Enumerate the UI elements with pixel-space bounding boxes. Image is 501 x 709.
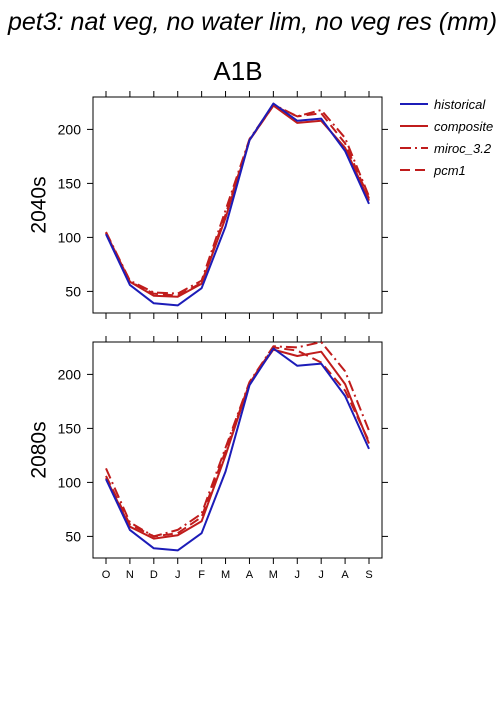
x-tick-label: M — [269, 569, 278, 581]
x-tick-label: J — [175, 569, 181, 581]
x-tick-label: O — [102, 569, 111, 581]
x-tick-label: A — [341, 569, 349, 581]
y-tick-label: 150 — [58, 420, 82, 436]
series-line-historical — [105, 102, 370, 307]
x-tick-label: S — [365, 569, 372, 581]
legend-label: miroc_3.2 — [434, 141, 492, 156]
legend-label: pcm1 — [433, 163, 466, 178]
plot-frame — [92, 96, 383, 314]
series-line-pcm1 — [105, 346, 370, 538]
series-line-miroc-3-2 — [105, 103, 370, 295]
series-line-composite — [105, 348, 370, 540]
row-label-2040s: 2040s — [28, 176, 51, 233]
y-tick-label: 50 — [65, 528, 81, 544]
panels: 2040s 50 100 150 200 2080s 50 100 150 200 — [28, 91, 388, 564]
x-tick-label: M — [221, 569, 230, 581]
plot-frame — [92, 341, 383, 559]
x-tick-label: D — [150, 569, 158, 581]
series-line-historical — [105, 347, 370, 552]
legend-label: composite — [434, 119, 493, 134]
y-tick-label: 200 — [58, 366, 82, 382]
x-tick-label: N — [126, 569, 134, 581]
scenario-title: A1B — [213, 56, 262, 86]
legend: historical composite miroc_3.2 pcm1 — [400, 97, 493, 178]
panel-2080s: 2080s 50 100 150 200 — [28, 336, 388, 564]
y-tick-label: 50 — [65, 283, 81, 299]
x-tick-label: A — [246, 569, 254, 581]
x-tick-label: F — [198, 569, 205, 581]
main-title: pet3: nat veg, no water lim, no veg res … — [7, 8, 497, 36]
y-tick-label: 100 — [58, 474, 82, 490]
series-line-miroc-3-2 — [105, 341, 370, 538]
series-line-composite — [105, 104, 370, 298]
row-label-2080s: 2080s — [28, 421, 51, 478]
y-tick-label: 150 — [58, 175, 82, 191]
y-tick-label: 200 — [58, 121, 82, 137]
x-tick-label: J — [318, 569, 324, 581]
panel-2040s: 2040s 50 100 150 200 — [28, 91, 388, 319]
legend-label: historical — [434, 97, 486, 112]
x-tick-label: J — [295, 569, 301, 581]
series-line-pcm1 — [105, 104, 370, 297]
y-tick-label: 100 — [58, 229, 82, 245]
